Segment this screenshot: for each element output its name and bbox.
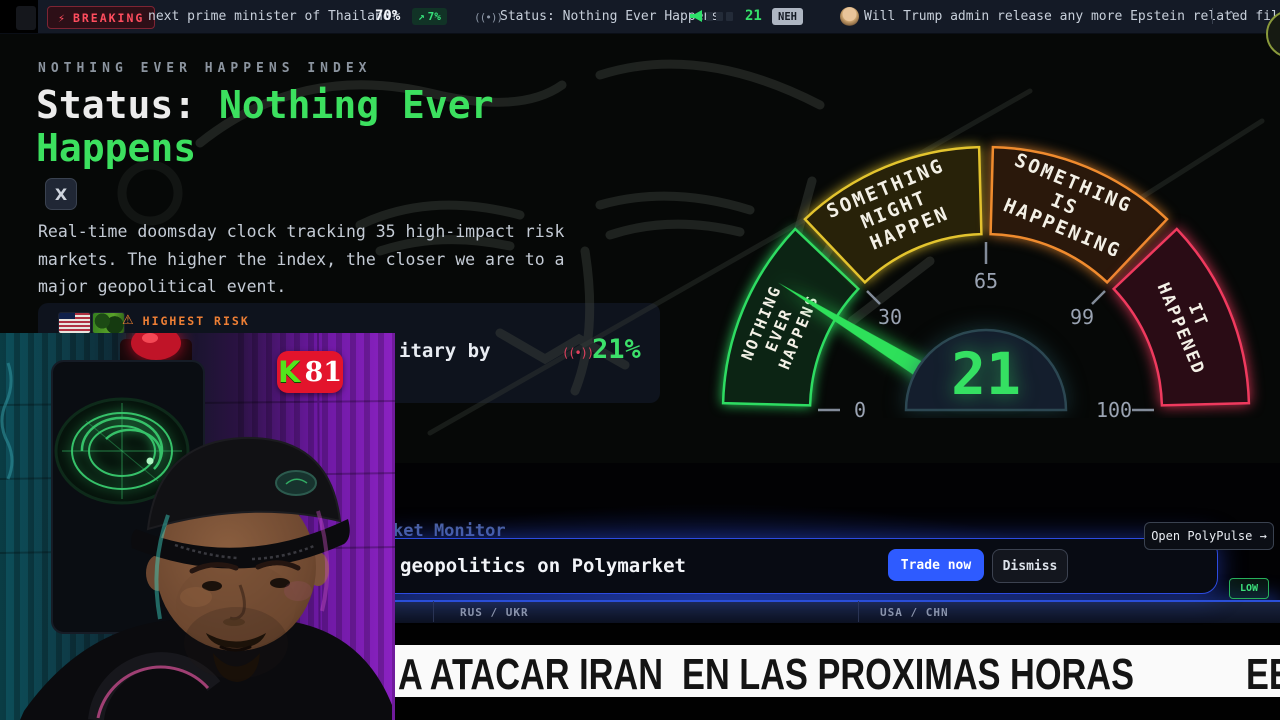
chain [0,362,14,480]
neh-badge: NEH [772,8,803,25]
trend-up-icon: ↗ [418,10,425,23]
doomsday-gauge: NOTHING EVER HAPPENS SOMETHING MIGHT HAP… [721,145,1251,418]
column-divider [858,601,859,622]
ticker-status-value: 21 [745,8,762,24]
gauge-segment-happened [1111,227,1251,407]
gauge-segment-might [803,145,983,285]
bar-divider [1212,8,1213,24]
trade-now-button[interactable]: Trade now [888,549,984,581]
ticker-market-thailand[interactable]: next prime minister of Thailand? [148,9,399,24]
x-logo-icon: X [54,184,68,204]
column-header-usa-chn: USA / CHN [880,606,949,619]
second-flag-icon [92,312,125,334]
gauge-needle [777,282,942,388]
highest-risk-text: HIGHEST RISK [142,313,250,328]
index-description: Real-time doomsday clock tracking 35 hig… [38,222,565,296]
low-risk-badge: LOW [1229,578,1269,599]
ticker-status-item[interactable]: Status: Nothing Ever Happens [500,9,720,24]
cap [146,436,342,531]
svg-text:65: 65 [974,269,998,293]
market-monitor-heading-clipped: ket Monitor [393,521,506,541]
bolt-icon: ⚡ [58,10,67,25]
highest-risk-label: ⚠ HIGHEST RISK [122,313,250,328]
svg-text:0: 0 [854,398,866,418]
index-eyebrow-label: NOTHING EVER HAPPENS INDEX [38,61,372,76]
breaking-label: BREAKING [72,10,145,25]
headset [88,652,221,720]
risk-market-probability: 21% [592,334,641,365]
gauge-value: 21 [951,340,1021,408]
dismiss-button[interactable]: Dismiss [992,549,1068,583]
kick-counter-badge: K 81 [277,351,343,393]
ticker-market-epstein[interactable]: Will Trump admin release any more Epstei… [864,9,1280,24]
volume-level-bars [706,12,733,21]
column-header-rus-ukr: RUS / UKR [460,606,529,619]
corner-artifact [16,6,36,30]
trump-avatar [840,7,859,26]
polymarket-banner [378,538,1218,594]
svg-text:30: 30 [878,305,902,329]
title-prefix: Status: [36,83,220,127]
gauge-segment-happening [989,145,1169,285]
streamer-person [20,436,392,720]
trend-up-badge: ↗ 7% [412,8,447,25]
svg-text:100: 100 [1096,398,1132,418]
banner-text-clipped: geopolitics on Polymarket [400,555,686,577]
x-twitter-button[interactable]: X [45,178,77,210]
open-polypulse-button[interactable]: Open PolyPulse → [1144,522,1274,550]
svg-text:99: 99 [1070,305,1094,329]
warning-icon: ⚠ [122,313,136,328]
collapse-chevron-button[interactable]: ^ [1227,9,1235,23]
cap-logo [275,470,317,496]
broadcast-icon: ((•)) [474,11,503,24]
usa-flag-icon [58,312,91,334]
breaking-badge: ⚡ BREAKING [47,6,156,29]
live-signal-icon: ((•)) [562,346,594,360]
column-divider [433,601,434,622]
kick-counter-value: 81 [304,356,343,388]
title-status-text: Nothing Ever Happens [36,83,494,170]
gauge-ticks: 0 30 65 99 100 [818,242,1154,418]
trend-change-value: 7% [427,10,441,23]
webcam-overlay [0,333,395,720]
page-title: Status: Nothing Ever Happens [36,84,626,170]
gauge-hub [904,328,1068,412]
kick-logo-icon: K [277,355,301,389]
ticker-market-thailand-value: 70% [375,8,401,24]
news-headline: A ATACAR IRAN EN LAS PROXIMAS HORAS [398,650,1134,699]
top-ticker-bar [0,0,1280,34]
gauge-segment-nothing [721,227,861,407]
news-headline-right-clipped: EE [1246,650,1280,699]
risk-market-title-clipped: itary by [399,340,491,362]
